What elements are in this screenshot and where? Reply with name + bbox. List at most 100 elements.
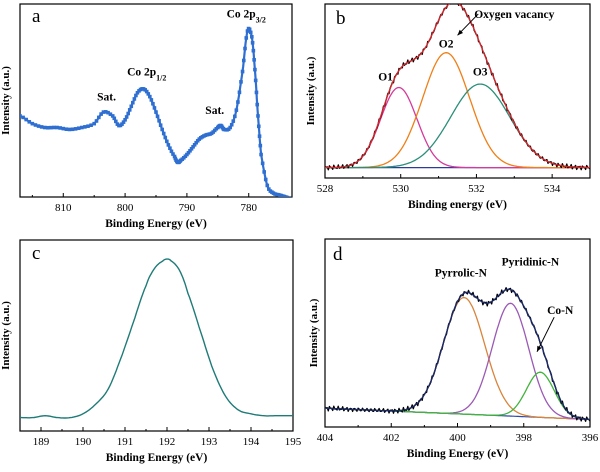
- data-point: [240, 69, 245, 74]
- data-point: [243, 46, 247, 51]
- data-point: [30, 121, 35, 126]
- data-point: [27, 120, 32, 124]
- component-pyridinic-n: [325, 302, 590, 421]
- data-point: [239, 80, 243, 84]
- plot-area: [325, 4, 590, 171]
- annotation-label: Pyrrolic-N: [435, 268, 488, 280]
- x-tick-label: 810: [55, 202, 72, 214]
- data-point: [49, 125, 53, 130]
- data-point: [101, 110, 106, 114]
- annotation-label: Sat.: [205, 105, 224, 117]
- annotation-label: O2: [439, 39, 454, 51]
- y-axis-label: Intensity (a.u.): [305, 56, 317, 125]
- data-point: [131, 100, 135, 105]
- data-point: [161, 131, 166, 136]
- data-point: [191, 145, 195, 149]
- data-point: [188, 149, 192, 153]
- data-point: [33, 123, 38, 127]
- data-point: [160, 127, 164, 132]
- data-point: [148, 94, 152, 99]
- x-tick-label: 534: [544, 183, 561, 195]
- x-tick-label: 528: [317, 183, 334, 195]
- series-line: [20, 258, 293, 419]
- data-point: [154, 110, 158, 114]
- data-point: [228, 125, 232, 130]
- data-point: [229, 122, 234, 127]
- data-point: [260, 161, 265, 166]
- x-tick-label: 192: [159, 436, 176, 448]
- annotation-label: O3: [473, 66, 488, 78]
- data-point: [186, 150, 191, 155]
- data-point: [158, 123, 163, 127]
- x-axis-label: Binding Energy (eV): [106, 452, 208, 464]
- x-tick-label: 194: [243, 436, 260, 448]
- data-point: [157, 118, 161, 123]
- data-point: [250, 35, 254, 39]
- x-tick-label: 398: [516, 432, 533, 444]
- y-axis-label: Intensity (a.u.): [308, 298, 320, 367]
- data-point: [241, 58, 246, 63]
- panel-b: b 528 530 532 534 Binding energy (eV) Intensit…: [305, 3, 591, 211]
- plot-area: [325, 287, 590, 422]
- x-axis-label: Binding energy (eV): [408, 199, 507, 211]
- data-point: [236, 100, 240, 104]
- envelope-line: [325, 288, 590, 421]
- data-point: [21, 115, 25, 120]
- data-point: [103, 110, 108, 114]
- data-point: [171, 152, 175, 156]
- data-point: [99, 112, 103, 116]
- data-point: [76, 126, 81, 131]
- data-point: [253, 78, 258, 83]
- data-point: [39, 125, 44, 129]
- data-point: [155, 114, 160, 119]
- data-point: [146, 92, 151, 96]
- data-point: [20, 114, 22, 118]
- plot-area: [20, 26, 292, 197]
- panel-letter: b: [336, 8, 346, 29]
- x-ticks: 810 800 790 780: [31, 193, 281, 214]
- plot-area: [20, 258, 293, 419]
- data-point: [46, 125, 50, 130]
- data-point: [58, 126, 62, 130]
- x-ticks: 189 190 191 192 193 194 195: [19, 427, 302, 448]
- data-point: [288, 196, 292, 197]
- panel-a: a 810 800 790 780 Binding Energy (eV) Intensit…: [0, 3, 293, 230]
- envelope-line: [325, 4, 590, 169]
- x-tick-label: 404: [317, 432, 334, 444]
- x-tick-label: 400: [449, 432, 466, 444]
- data-point: [106, 110, 110, 115]
- series-markers: [20, 26, 292, 197]
- data-point: [61, 126, 66, 131]
- data-point: [151, 101, 155, 106]
- data-point: [124, 115, 129, 119]
- data-point: [166, 143, 171, 147]
- data-point: [252, 58, 256, 62]
- data-point: [64, 127, 69, 131]
- data-point: [97, 115, 101, 120]
- panel-letter: a: [32, 6, 41, 27]
- data-point: [42, 125, 47, 130]
- data-point: [165, 139, 169, 144]
- panel-letter: c: [32, 243, 40, 264]
- raw-data-line: [325, 4, 590, 171]
- annotation-label: O1: [378, 72, 393, 84]
- data-point: [36, 124, 41, 128]
- data-point: [70, 127, 75, 132]
- data-point: [129, 104, 134, 109]
- data-point: [265, 183, 270, 188]
- data-point: [234, 108, 239, 112]
- data-point: [256, 114, 260, 118]
- data-point: [255, 102, 260, 107]
- component-o1: [325, 86, 590, 169]
- data-point: [80, 125, 84, 130]
- data-point: [73, 127, 78, 131]
- data-point: [231, 119, 236, 123]
- x-tick-label: 396: [582, 432, 599, 444]
- data-point: [168, 146, 172, 150]
- x-tick-label: 790: [179, 202, 196, 214]
- x-ticks: 528 530 532 534: [317, 174, 591, 195]
- data-point: [127, 108, 132, 112]
- data-point: [250, 40, 255, 45]
- data-point: [169, 149, 174, 154]
